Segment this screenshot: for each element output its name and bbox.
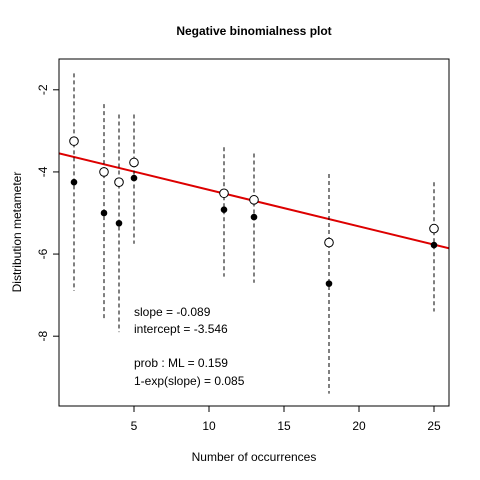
- plot-frame: [58, 58, 450, 407]
- open-point: [99, 167, 109, 177]
- filled-point: [325, 280, 333, 287]
- y-tick-label: -2: [36, 84, 50, 95]
- x-tick-label: 15: [277, 419, 291, 433]
- filled-point: [100, 209, 108, 217]
- interval-layer: [73, 73, 435, 394]
- filled-point: [220, 206, 228, 214]
- open-point: [219, 188, 229, 199]
- filled-point: [430, 241, 438, 249]
- y-tick-label: -8: [36, 331, 50, 342]
- x-axis: 5 10 15 20 25: [131, 406, 441, 433]
- y-tick-label: -4: [36, 166, 50, 177]
- annotation-slope: slope = -0.089: [134, 305, 211, 319]
- annotation-intercept: intercept = -3.546: [134, 322, 228, 336]
- x-tick-label: 5: [131, 419, 138, 433]
- open-point: [249, 195, 259, 205]
- open-point: [114, 177, 124, 187]
- y-tick-label: -6: [36, 248, 50, 259]
- open-point: [429, 223, 439, 234]
- filled-point: [115, 219, 123, 227]
- x-tick-label: 25: [427, 419, 441, 433]
- annotation-block: slope = -0.089 intercept = -3.546 prob :…: [134, 305, 245, 388]
- open-point: [324, 237, 334, 248]
- annotation-prob-ml: prob : ML = 0.159: [134, 356, 228, 370]
- filled-point: [130, 174, 138, 182]
- y-axis-label: Distribution metameter: [10, 172, 24, 293]
- y-axis: -2 -4 -6 -8: [36, 84, 59, 342]
- x-tick-label: 20: [352, 419, 366, 433]
- annotation-one-minus-exp-slope: 1-exp(slope) = 0.085: [134, 374, 245, 388]
- filled-point: [250, 213, 258, 221]
- open-point: [129, 157, 139, 168]
- x-tick-label: 10: [202, 419, 216, 433]
- open-point: [69, 136, 79, 146]
- x-axis-label: Number of occurrences: [192, 450, 317, 464]
- point-layer: [69, 136, 439, 287]
- filled-point: [70, 178, 78, 186]
- chart-title: Negative binomialness plot: [176, 24, 331, 38]
